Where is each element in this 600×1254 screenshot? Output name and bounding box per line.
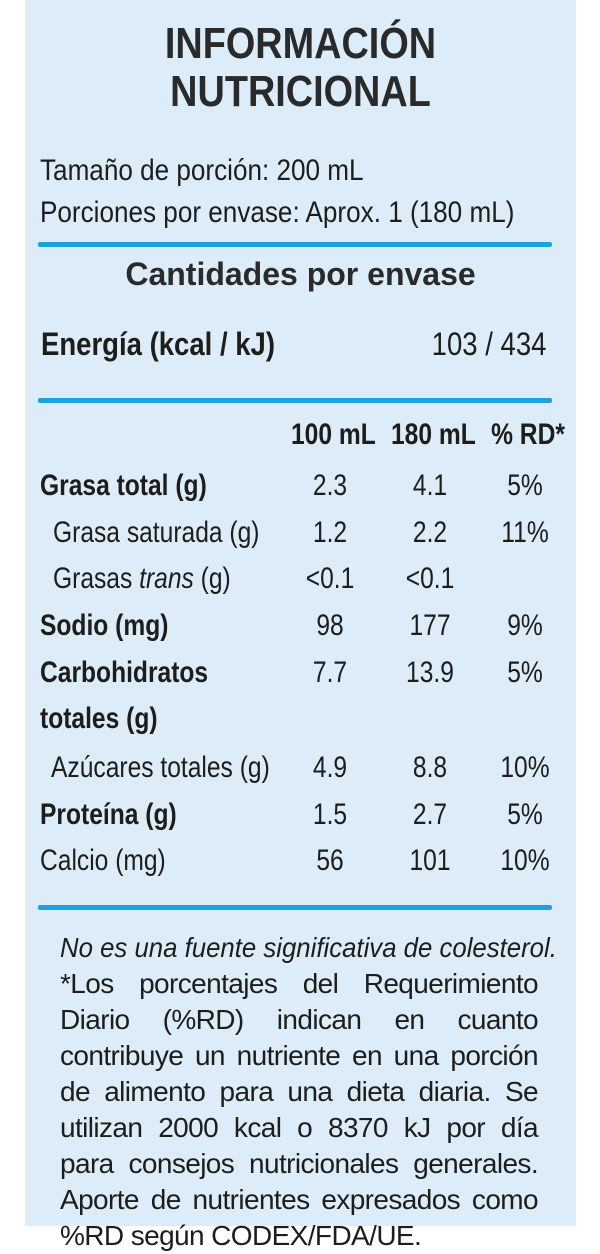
value-180ml: 13.9 xyxy=(406,656,454,689)
divider-rule xyxy=(38,905,552,910)
cholesterol-note: No es una fuente significativa de colest… xyxy=(60,932,557,963)
nutrition-facts-panel: INFORMACIÓN NUTRICIONAL Tamaño de porció… xyxy=(25,0,576,1251)
value-100ml: 56 xyxy=(316,844,344,877)
rd-explanation: *Los porcentajes del Requerimiento Diari… xyxy=(60,968,539,1251)
title-line-2: NUTRICIONAL xyxy=(170,67,431,116)
value-180ml: <0.1 xyxy=(405,562,455,595)
value-100ml: 98 xyxy=(316,609,344,642)
column-header-100ml: 100 mL xyxy=(291,418,376,451)
table-row: Calcio (mg) 56 101 10% xyxy=(25,843,576,889)
table-row: Sodio (mg) 98 177 9% xyxy=(25,608,576,654)
value-rd: 9% xyxy=(507,609,543,642)
column-header-rd: % RD* xyxy=(491,418,565,451)
nutrient-label: Grasa total (g) xyxy=(40,469,207,502)
nutrient-label-line2: totales (g) xyxy=(40,702,158,735)
nutrient-label: Grasas trans (g) xyxy=(53,561,231,597)
value-100ml: 7.7 xyxy=(312,656,348,689)
nutrient-label-part: (g) xyxy=(193,562,231,595)
value-100ml: 1.5 xyxy=(312,798,348,831)
value-100ml: 2.3 xyxy=(312,469,348,502)
value-100ml: <0.1 xyxy=(305,562,355,595)
value-rd: 11% xyxy=(501,516,549,549)
nutrient-label: Azúcares totales (g) xyxy=(51,751,270,784)
value-rd: 5% xyxy=(507,469,543,502)
value-100ml: 4.9 xyxy=(312,751,348,784)
title-line-1: INFORMACIÓN xyxy=(164,19,437,68)
nutrient-label: Sodio (mg) xyxy=(40,609,169,642)
nutrient-label: Grasa saturada (g) xyxy=(53,516,260,549)
value-rd: 10% xyxy=(500,844,550,877)
value-rd: 5% xyxy=(507,798,543,831)
panel-title: INFORMACIÓN NUTRICIONAL xyxy=(64,20,538,116)
nutrient-label: Proteína (g) xyxy=(40,798,177,831)
serving-size: Tamaño de porción: 200 mL xyxy=(40,154,364,187)
nutrient-label-part: Grasas xyxy=(53,562,140,595)
table-row: Grasas trans (g) <0.1 <0.1 xyxy=(25,561,576,607)
table-row: Carbohidratos totales (g) 7.7 13.9 5% xyxy=(25,655,576,747)
value-180ml: 101 xyxy=(409,844,451,877)
value-rd: 5% xyxy=(507,656,543,689)
value-100ml: 1.2 xyxy=(312,516,348,549)
value-180ml: 2.2 xyxy=(412,516,448,549)
value-180ml: 8.8 xyxy=(412,751,448,784)
nutrient-label: Carbohidratos xyxy=(40,656,209,689)
column-header-180ml: 180 mL xyxy=(391,418,476,451)
nutrient-label-italic: trans xyxy=(139,562,194,595)
energy-value: 103 / 434 xyxy=(431,326,546,362)
servings-per-container: Porciones por envase: Aprox. 1 (180 mL) xyxy=(40,196,515,229)
table-row: Grasa saturada (g) 1.2 2.2 11% xyxy=(25,515,576,561)
nutrient-label: Calcio (mg) xyxy=(40,844,166,877)
table-row: Azúcares totales (g) 4.9 8.8 10% xyxy=(25,750,576,796)
footnote: No es una fuente significativa de colest… xyxy=(60,930,557,1254)
table-row: Grasa total (g) 2.3 4.1 5% xyxy=(25,468,576,514)
value-180ml: 177 xyxy=(409,609,451,642)
table-row: Proteína (g) 1.5 2.7 5% xyxy=(25,797,576,843)
energy-label: Energía (kcal / kJ) xyxy=(41,326,276,362)
value-180ml: 4.1 xyxy=(412,469,448,502)
divider-rule xyxy=(38,398,552,403)
value-rd: 10% xyxy=(500,751,550,784)
divider-rule xyxy=(38,242,552,247)
value-180ml: 2.7 xyxy=(412,798,448,831)
section-title: Cantidades por envase xyxy=(125,256,476,292)
